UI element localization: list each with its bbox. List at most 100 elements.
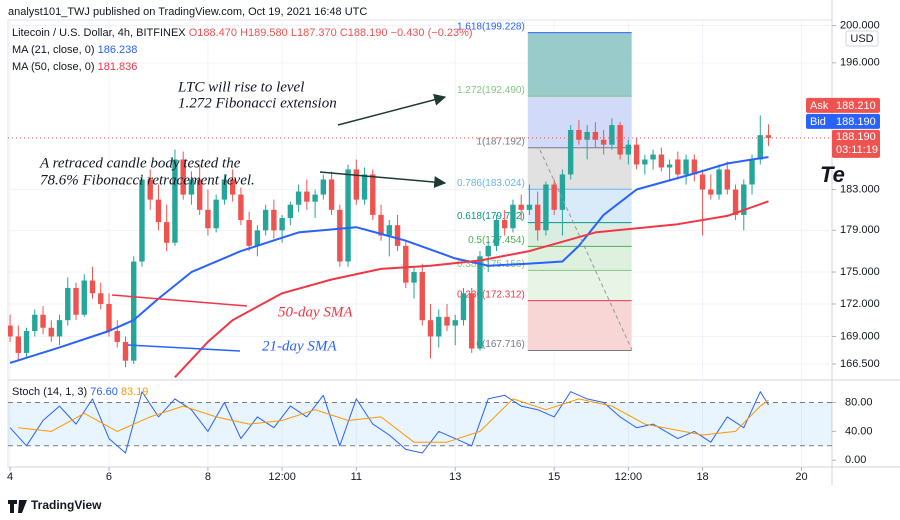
candle-body xyxy=(716,169,722,195)
candle-body xyxy=(658,154,665,168)
currency: USD xyxy=(850,33,873,45)
fib-label: 1.618(199.228) xyxy=(457,21,525,32)
price-tag-value: 188.190 xyxy=(836,116,876,128)
candle-body xyxy=(147,179,153,200)
watermark: Te xyxy=(820,162,845,187)
candle-body xyxy=(642,159,648,165)
x-tick-label: 18 xyxy=(696,471,708,483)
candle-body xyxy=(172,159,178,243)
candle-body xyxy=(295,191,302,205)
y-tick-label: 200.000 xyxy=(840,19,880,31)
candle-body xyxy=(196,179,203,210)
candle-body xyxy=(15,336,22,353)
fib-band xyxy=(527,270,632,301)
candle-body xyxy=(89,280,96,294)
y-tick-label: 0.00 xyxy=(845,454,866,466)
fib-band xyxy=(527,32,632,97)
candle-body xyxy=(460,293,467,321)
stoch-band xyxy=(8,402,832,446)
stoch-legend: Stoch (14, 1, 3) 76.60 83.19 xyxy=(12,386,148,398)
candle-body xyxy=(650,154,656,160)
candle-body xyxy=(600,139,607,145)
fib-label: 0.236(172.312) xyxy=(457,289,525,300)
fib-trend-line xyxy=(539,149,633,351)
price-tag-value: 188.210 xyxy=(836,100,876,112)
candle-body xyxy=(666,164,673,168)
annotation: 1.272 Fibonacci extension xyxy=(178,95,337,111)
candle-body xyxy=(114,331,120,342)
legend-name: Stoch (14, 1, 3) xyxy=(12,386,87,398)
candle-body xyxy=(246,220,252,246)
candle-body xyxy=(625,144,632,155)
candle-body xyxy=(386,225,392,236)
candle-body xyxy=(576,129,582,140)
candle-body xyxy=(304,191,310,202)
last-price-label: 188.190 xyxy=(836,131,876,143)
candle-body xyxy=(32,314,38,332)
candle-body xyxy=(444,316,450,326)
fib-label: 0(167.716) xyxy=(476,339,524,350)
candle-body xyxy=(510,204,516,229)
legend-name: MA (21, close, 0) xyxy=(12,44,95,56)
annotation: 78.6% Fibonacci retracement level. xyxy=(40,172,255,188)
x-tick-label: 6 xyxy=(106,471,112,483)
candle-body xyxy=(65,287,71,321)
fib-band xyxy=(527,300,632,351)
candle-body xyxy=(262,209,269,231)
candle-body xyxy=(8,325,13,337)
annotation: LTC will rise to level xyxy=(177,79,304,95)
candle-body xyxy=(534,204,541,231)
brand-logo xyxy=(8,500,27,513)
candle-body xyxy=(708,189,714,195)
currency-box xyxy=(845,30,879,47)
x-tick-label: 8 xyxy=(205,471,211,483)
y-tick-label: 40.00 xyxy=(845,425,873,437)
ohlc-close: C188.190 xyxy=(340,27,388,39)
pointer-line xyxy=(127,344,241,352)
candle-body xyxy=(98,293,104,304)
candle-body xyxy=(675,159,681,175)
fib-label: 1.272(192.490) xyxy=(457,85,525,96)
legend-name: MA (50, close, 0) xyxy=(12,61,95,73)
candle-body xyxy=(312,194,318,202)
fib-label: 0.382(175.156) xyxy=(457,259,525,270)
candle-body xyxy=(106,303,112,332)
candle-body xyxy=(155,199,162,223)
legend-value: 83.19 xyxy=(121,386,149,398)
price-tag-name: Ask xyxy=(810,100,829,112)
fib-band xyxy=(527,222,632,247)
candle-body xyxy=(370,174,376,215)
x-tick-label: 13 xyxy=(449,471,461,483)
candle-body xyxy=(419,272,425,321)
pointer-line xyxy=(111,294,248,307)
stoch-pane xyxy=(8,391,832,454)
annotation: A retraced candle body tested the xyxy=(39,155,241,171)
candle-body xyxy=(452,320,458,326)
ohlc-open: O188.470 xyxy=(189,27,237,39)
arrow xyxy=(337,93,447,126)
stoch-line xyxy=(18,398,769,443)
candle-body xyxy=(238,194,244,221)
candle-body xyxy=(205,209,211,229)
candle-body xyxy=(683,159,689,175)
candle-body xyxy=(48,327,54,337)
legend-entry: MA (21, close, 0) 186.238 xyxy=(12,44,137,56)
fib-label: 1(187.192) xyxy=(476,136,524,147)
fib-band xyxy=(527,96,632,148)
candle-body xyxy=(436,316,442,337)
x-tick-label: 15 xyxy=(548,471,560,483)
candle-body xyxy=(213,199,219,229)
candle-body xyxy=(493,220,500,246)
ohlc-low: L187.370 xyxy=(291,27,337,39)
legend-value: 186.238 xyxy=(98,44,138,56)
candle-body xyxy=(73,287,79,315)
y-tick-label: 80.00 xyxy=(845,396,873,408)
fib-band xyxy=(527,147,632,190)
publisher: analyst101_TWJ published on TradingView.… xyxy=(8,6,367,18)
x-tick-label: 4 xyxy=(7,471,13,483)
y-tick-label: 175.000 xyxy=(840,266,880,278)
candle-body xyxy=(345,169,351,262)
candle-body xyxy=(749,159,755,185)
